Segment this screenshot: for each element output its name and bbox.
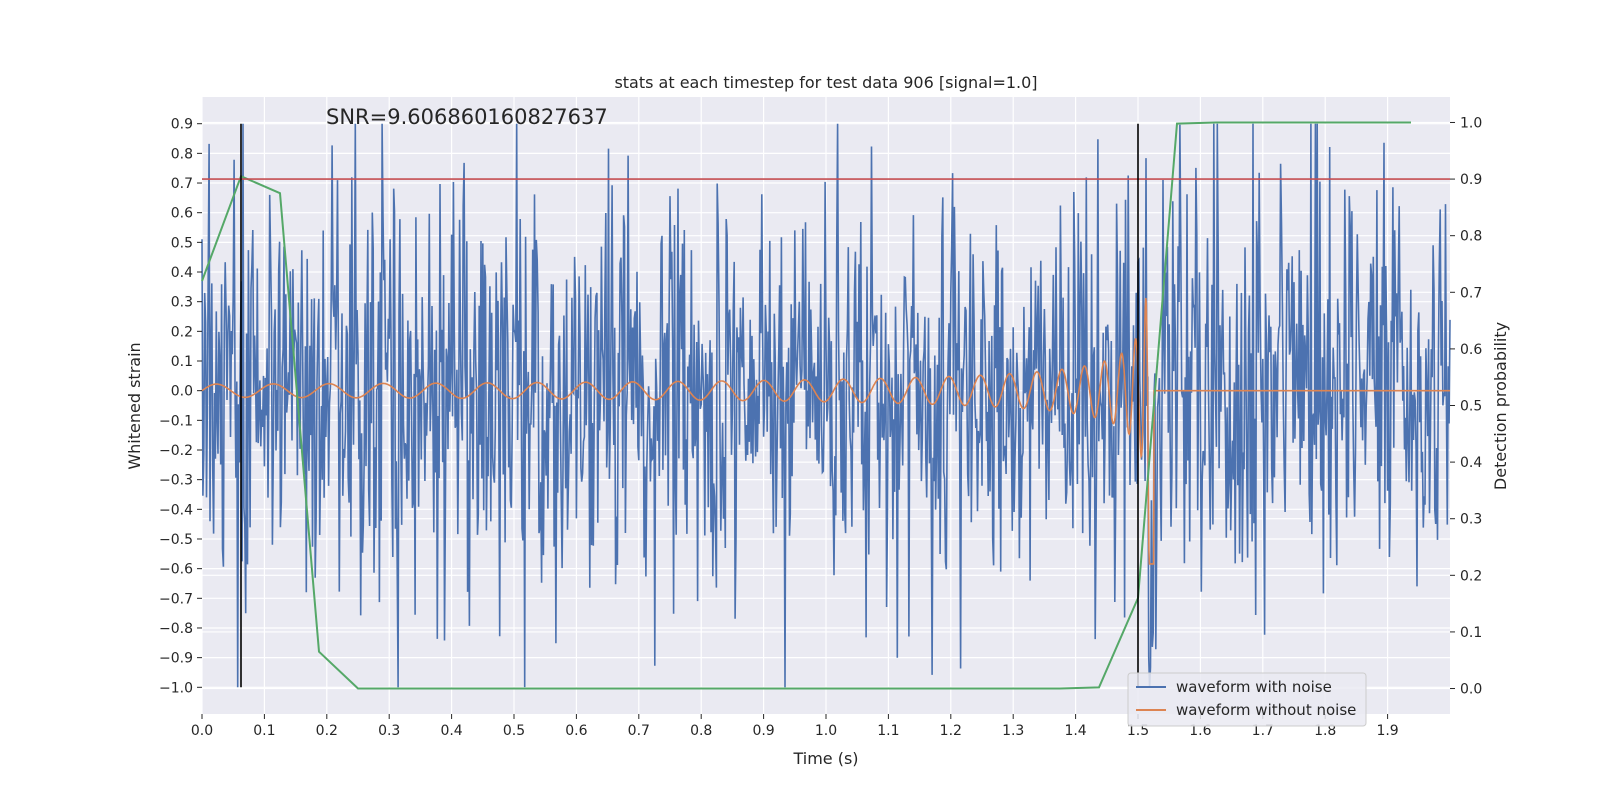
legend-label-noise: waveform with noise	[1176, 678, 1332, 696]
y-tick-label: 0.4	[171, 265, 193, 281]
x-tick-label: 0.7	[628, 723, 650, 739]
y-tick-label: −1.0	[159, 680, 193, 696]
x-tick-label: 1.8	[1314, 723, 1336, 739]
y-right-tick-label: 0.1	[1460, 625, 1482, 641]
x-axis-label: Time (s)	[792, 749, 858, 768]
y-tick-label: −0.5	[159, 532, 193, 548]
y-right-tick-label: 0.6	[1460, 342, 1482, 358]
series-detection-probability	[201, 121, 1411, 690]
y-tick-label: 0.9	[171, 117, 193, 133]
y-axis-label: Whitened strain	[125, 342, 144, 469]
y-tick-label: 0.0	[171, 384, 193, 400]
y-right-tick-label: 0.9	[1460, 172, 1482, 188]
y-right-tick-label: 0.5	[1460, 399, 1482, 415]
y-tick-label: −0.6	[159, 562, 193, 578]
x-tick-label: 0.2	[316, 723, 338, 739]
y-axis-right-label: Detection probability	[1491, 322, 1510, 490]
legend-label-clean: waveform without noise	[1176, 701, 1356, 719]
y-axis-left: 0.9 0.8 0.7 0.6 0.5 0.4 0.3 0.2 0.1 0.0 −0.1 −0.2 −0…	[159, 117, 202, 696]
y-tick-label: −0.8	[159, 621, 193, 637]
legend: waveform with noise waveform without noi…	[1127, 672, 1367, 727]
x-tick-label: 0.5	[503, 723, 525, 739]
y-tick-label: −0.1	[159, 413, 193, 429]
x-tick-label: 1.5	[1127, 723, 1149, 739]
y-tick-label: 0.7	[171, 176, 193, 192]
y-right-tick-label: 0.2	[1460, 568, 1482, 584]
y-right-tick-label: 0.8	[1460, 229, 1482, 245]
x-tick-label: 0.4	[440, 723, 462, 739]
y-tick-label: −0.9	[159, 651, 193, 667]
x-tick-label: 1.3	[1002, 723, 1024, 739]
y-tick-label: 0.5	[171, 235, 193, 251]
x-tick-label: 1.4	[1064, 723, 1086, 739]
y-tick-label: −0.7	[159, 591, 193, 607]
y-right-tick-label: 0.3	[1460, 512, 1482, 528]
x-tick-label: 1.6	[1189, 723, 1211, 739]
y-tick-label: −0.4	[159, 502, 193, 518]
x-tick-label: 0.6	[565, 723, 587, 739]
x-tick-label: 0.8	[690, 723, 712, 739]
x-tick-label: 0.3	[378, 723, 400, 739]
y-tick-label: 0.8	[171, 146, 193, 162]
legend-box	[1127, 672, 1367, 727]
x-tick-label: 1.7	[1252, 723, 1274, 739]
x-tick-label: 1.0	[815, 723, 837, 739]
x-tick-label: 0.9	[752, 723, 774, 739]
x-axis: 0.0 0.1 0.2 0.3 0.4 0.5 0.6 0.7 0.8 0.9 1.0 1.1 1.2 1…	[191, 714, 1399, 739]
snr-annotation: SNR=9.606860160827637	[326, 105, 608, 129]
x-tick-label: 1.2	[940, 723, 962, 739]
y-right-tick-label: 0.7	[1460, 285, 1482, 301]
markers-layer	[202, 123, 1450, 688]
series-layer	[201, 121, 1451, 690]
x-tick-label: 0.0	[191, 723, 213, 739]
y-right-tick-label: 0.0	[1460, 682, 1482, 698]
x-tick-label: 1.9	[1376, 723, 1398, 739]
y-right-tick-label: 0.4	[1460, 455, 1482, 471]
y-right-tick-label: 1.0	[1460, 115, 1482, 131]
y-tick-label: 0.2	[171, 324, 193, 340]
y-axis-right: 1.0 0.9 0.8 0.7 0.6 0.5 0.4 0.3 0.2 0.1 0.0	[1450, 115, 1482, 698]
y-tick-label: 0.3	[171, 295, 193, 311]
y-tick-label: −0.2	[159, 443, 193, 459]
series-waveform-without-noise	[201, 297, 1450, 565]
y-tick-label: 0.6	[171, 206, 193, 222]
x-tick-label: 0.1	[253, 723, 275, 739]
y-tick-label: −0.3	[159, 473, 193, 489]
x-tick-label: 1.1	[877, 723, 899, 739]
y-tick-label: 0.1	[171, 354, 193, 370]
series-waveform-with-noise	[201, 123, 1451, 688]
chart-title: stats at each timestep for test data 906…	[614, 73, 1037, 92]
